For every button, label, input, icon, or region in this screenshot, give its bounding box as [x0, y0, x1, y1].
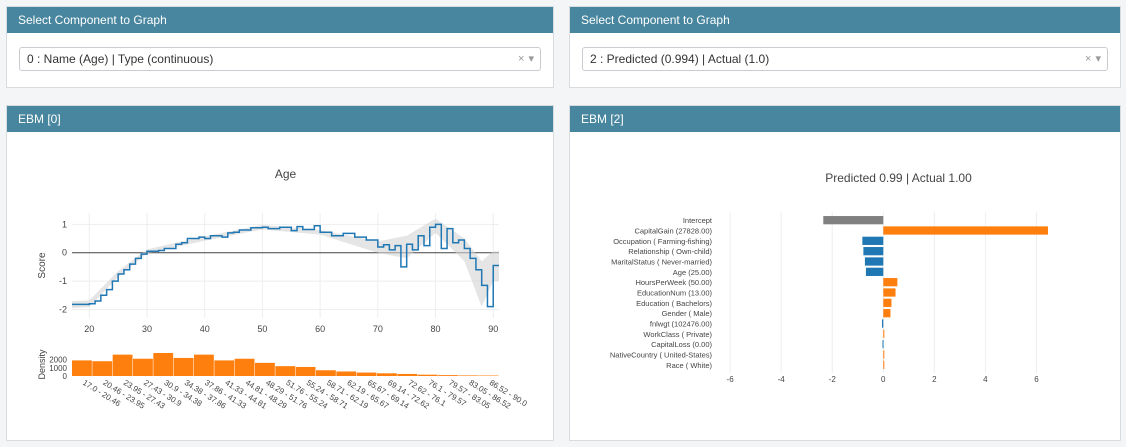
x-tick-label: 80	[431, 324, 441, 334]
density-tick-label: 1000	[49, 364, 67, 373]
density-bar	[275, 366, 296, 376]
density-bar	[438, 375, 458, 376]
selector-card-left: Select Component to Graph 0 : Name (Age)…	[6, 6, 554, 88]
clear-icon[interactable]: ×	[1085, 53, 1092, 65]
contribution-bar	[883, 350, 885, 359]
contribution-bar	[882, 319, 884, 328]
chart-title: Predicted 0.99 | Actual 1.00	[825, 171, 972, 185]
selector-card-right: Select Component to Graph 2 : Predicted …	[569, 6, 1121, 88]
contribution-bar	[865, 267, 884, 276]
feature-label: WorkClass ( Private)	[643, 330, 712, 339]
selector-header-left: Select Component to Graph	[7, 7, 553, 33]
x-tick-label: 20	[84, 324, 94, 334]
feature-label: Education ( Bachelors)	[636, 299, 712, 308]
feature-label: Intercept	[683, 216, 713, 225]
chevron-down-icon[interactable]: ▾	[1095, 53, 1101, 65]
y-tick-label: 1	[62, 219, 67, 229]
density-bar	[92, 361, 113, 376]
y-tick-label: -2	[59, 304, 67, 314]
contribution-bar	[864, 257, 884, 266]
x-tick-label: 90	[488, 324, 498, 334]
contribution-bar	[883, 309, 891, 318]
contribution-bar	[883, 288, 896, 297]
feature-label: Race ( White)	[666, 361, 712, 370]
x-tick-label: 30	[142, 324, 152, 334]
density-tick-label: 2000	[49, 356, 67, 365]
feature-label: CapitalLoss (0.00)	[651, 340, 712, 349]
contribution-chart[interactable]: Predicted 0.99 | Actual 1.00 -6 -4 -2 0 2 4 6 In…	[570, 133, 1120, 441]
density-bar	[112, 354, 133, 376]
density-bar	[72, 360, 92, 376]
density-bar	[295, 366, 316, 376]
contribution-bar	[823, 216, 884, 225]
contribution-bar	[883, 360, 885, 369]
confidence-band	[72, 218, 499, 309]
density-bar	[133, 358, 153, 376]
density-bar	[173, 357, 194, 376]
feature-label: MaritalStatus ( Never-married)	[611, 258, 712, 267]
feature-label: NativeCountry ( United-States)	[610, 351, 713, 360]
feature-label: Age (25.00)	[673, 268, 713, 277]
density-bar	[417, 374, 438, 376]
x-tick-label: 2	[932, 375, 937, 384]
contribution-bar	[863, 247, 884, 256]
density-bar	[356, 372, 377, 376]
y-tick-label: 0	[62, 248, 67, 258]
ebm-card-right: EBM [2] Predicted 0.99 | Actual 1.00 -6 -4…	[569, 105, 1121, 441]
density-bar	[214, 360, 235, 376]
y-axis-label: Score	[37, 252, 48, 279]
feature-label: Gender ( Male)	[662, 309, 713, 318]
ebm-header-left: EBM [0]	[7, 106, 553, 132]
feature-label: EducationNum (13.00)	[637, 289, 713, 298]
chevron-down-icon[interactable]: ▾	[528, 53, 534, 65]
x-tick-label: -4	[778, 375, 786, 384]
x-tick-label: 60	[315, 324, 325, 334]
feature-label: fnlwgt (102476.00)	[650, 320, 713, 329]
component-select-right[interactable]: 2 : Predicted (0.994) | Actual (1.0) × ▾	[582, 47, 1108, 71]
clear-icon[interactable]: ×	[518, 53, 525, 65]
y-tick-label: -1	[59, 276, 67, 286]
contribution-bar	[883, 226, 1048, 235]
density-bar	[377, 373, 397, 376]
x-tick-label: 6	[1034, 375, 1039, 384]
component-select-left[interactable]: 0 : Name (Age) | Type (continuous) × ▾	[19, 47, 541, 71]
density-bar	[316, 370, 336, 376]
feature-label: Relationship ( Own-child)	[628, 247, 712, 256]
x-tick-label: -2	[829, 375, 837, 384]
density-bar	[255, 362, 275, 376]
feature-label: Occupation ( Farming-fishing)	[613, 237, 712, 246]
contribution-bar	[883, 329, 885, 338]
contribution-bar	[862, 236, 884, 245]
contribution-bar	[883, 298, 892, 307]
density-axis-label: Density	[37, 349, 47, 380]
chart-title: Age	[275, 167, 297, 181]
ebm-header-right: EBM [2]	[570, 106, 1120, 132]
density-bar	[194, 354, 214, 376]
density-bar	[153, 353, 174, 376]
density-bar	[234, 358, 255, 376]
x-tick-label: 4	[983, 375, 988, 384]
density-bar	[336, 371, 357, 376]
x-tick-label: 70	[373, 324, 383, 334]
density-bar	[397, 373, 418, 376]
x-tick-label: -6	[727, 375, 735, 384]
density-tick-label: 0	[63, 372, 68, 381]
ebm-card-left: EBM [0] Age 20 30 40 50 60 70 80 90 1 0 -1 -2 Score 20…	[6, 105, 554, 441]
contribution-bar	[883, 278, 898, 287]
x-tick-label: 50	[257, 324, 267, 334]
selector-header-right: Select Component to Graph	[570, 7, 1120, 33]
x-tick-label: 40	[200, 324, 210, 334]
density-bar	[458, 375, 479, 376]
x-tick-label: 0	[881, 375, 886, 384]
feature-label: HoursPerWeek (50.00)	[635, 278, 712, 287]
contribution-bar	[882, 340, 884, 349]
component-select-left-value: 0 : Name (Age) | Type (continuous)	[27, 52, 214, 66]
score-line	[72, 223, 499, 308]
feature-label: CapitalGain (27828.00)	[634, 227, 712, 236]
component-select-right-value: 2 : Predicted (0.994) | Actual (1.0)	[590, 52, 770, 66]
